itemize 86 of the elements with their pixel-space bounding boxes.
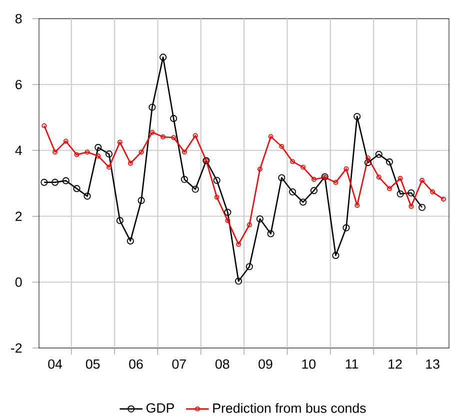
x-tick-label: 07 xyxy=(172,359,186,369)
point xyxy=(311,176,316,182)
point xyxy=(342,224,350,232)
point xyxy=(376,174,382,180)
point xyxy=(84,192,91,200)
point xyxy=(344,166,349,172)
point xyxy=(396,190,404,198)
point xyxy=(375,150,382,158)
point xyxy=(160,54,167,61)
x-tick-label: 13 xyxy=(426,359,440,369)
y-tick-label: 0 xyxy=(15,277,22,287)
point xyxy=(138,196,145,204)
point xyxy=(52,150,58,155)
point xyxy=(63,138,68,144)
point xyxy=(225,218,230,224)
x-tick-label: 12 xyxy=(388,359,402,369)
point xyxy=(246,222,252,228)
x-tick-label: 08 xyxy=(215,359,230,369)
point xyxy=(160,134,166,140)
point xyxy=(279,144,284,149)
x-tick-label: 09 xyxy=(258,359,272,369)
x-tick-label: 11 xyxy=(346,359,358,369)
y-tick-label: 6 xyxy=(16,80,22,90)
point xyxy=(128,160,133,166)
y-tick-label: 4 xyxy=(15,146,22,155)
point xyxy=(40,178,48,186)
point xyxy=(94,144,102,151)
point xyxy=(126,237,134,244)
x-tick-label: 04 xyxy=(48,359,62,369)
point xyxy=(52,178,59,186)
point xyxy=(171,135,176,140)
x-tick-label: 06 xyxy=(129,359,143,369)
point xyxy=(268,134,274,140)
point xyxy=(246,263,253,270)
point xyxy=(300,198,307,206)
y-tick-label: 8 xyxy=(15,14,22,24)
point xyxy=(74,152,80,158)
point xyxy=(214,194,220,200)
point xyxy=(267,230,274,238)
point xyxy=(150,130,155,135)
point xyxy=(278,174,286,182)
point xyxy=(106,164,112,170)
x-tick-label: 05 xyxy=(86,359,100,369)
point xyxy=(386,186,392,192)
x-tick-label: 10 xyxy=(302,359,316,369)
point xyxy=(256,215,264,222)
legend-label: Prediction from bus conds xyxy=(213,403,366,413)
point xyxy=(234,278,242,285)
point xyxy=(182,150,187,155)
point xyxy=(408,189,415,196)
point xyxy=(333,180,338,185)
legend-label: GDP xyxy=(146,403,174,413)
point xyxy=(366,156,370,160)
point xyxy=(192,133,198,138)
point xyxy=(213,176,220,184)
point xyxy=(408,204,414,209)
point xyxy=(117,140,122,145)
point xyxy=(290,159,296,164)
point xyxy=(310,187,318,194)
point xyxy=(300,164,306,170)
point xyxy=(105,150,113,158)
point xyxy=(386,158,394,166)
point xyxy=(332,252,340,259)
point xyxy=(73,185,80,192)
point xyxy=(354,112,361,120)
point xyxy=(192,186,199,193)
point xyxy=(84,150,90,155)
point xyxy=(289,188,296,196)
point xyxy=(364,159,372,166)
point xyxy=(354,202,360,208)
point xyxy=(148,104,156,111)
point xyxy=(170,114,178,122)
point xyxy=(420,178,424,183)
point xyxy=(236,242,241,247)
point xyxy=(96,154,101,158)
point xyxy=(224,208,232,216)
point xyxy=(257,166,262,172)
point xyxy=(418,204,426,211)
point xyxy=(180,176,188,183)
y-tick-label: -2 xyxy=(11,343,22,353)
point xyxy=(138,150,144,155)
point xyxy=(430,189,436,194)
y-tick-label: 2 xyxy=(16,212,22,221)
point xyxy=(62,177,70,184)
point xyxy=(398,176,403,181)
point xyxy=(116,217,124,224)
